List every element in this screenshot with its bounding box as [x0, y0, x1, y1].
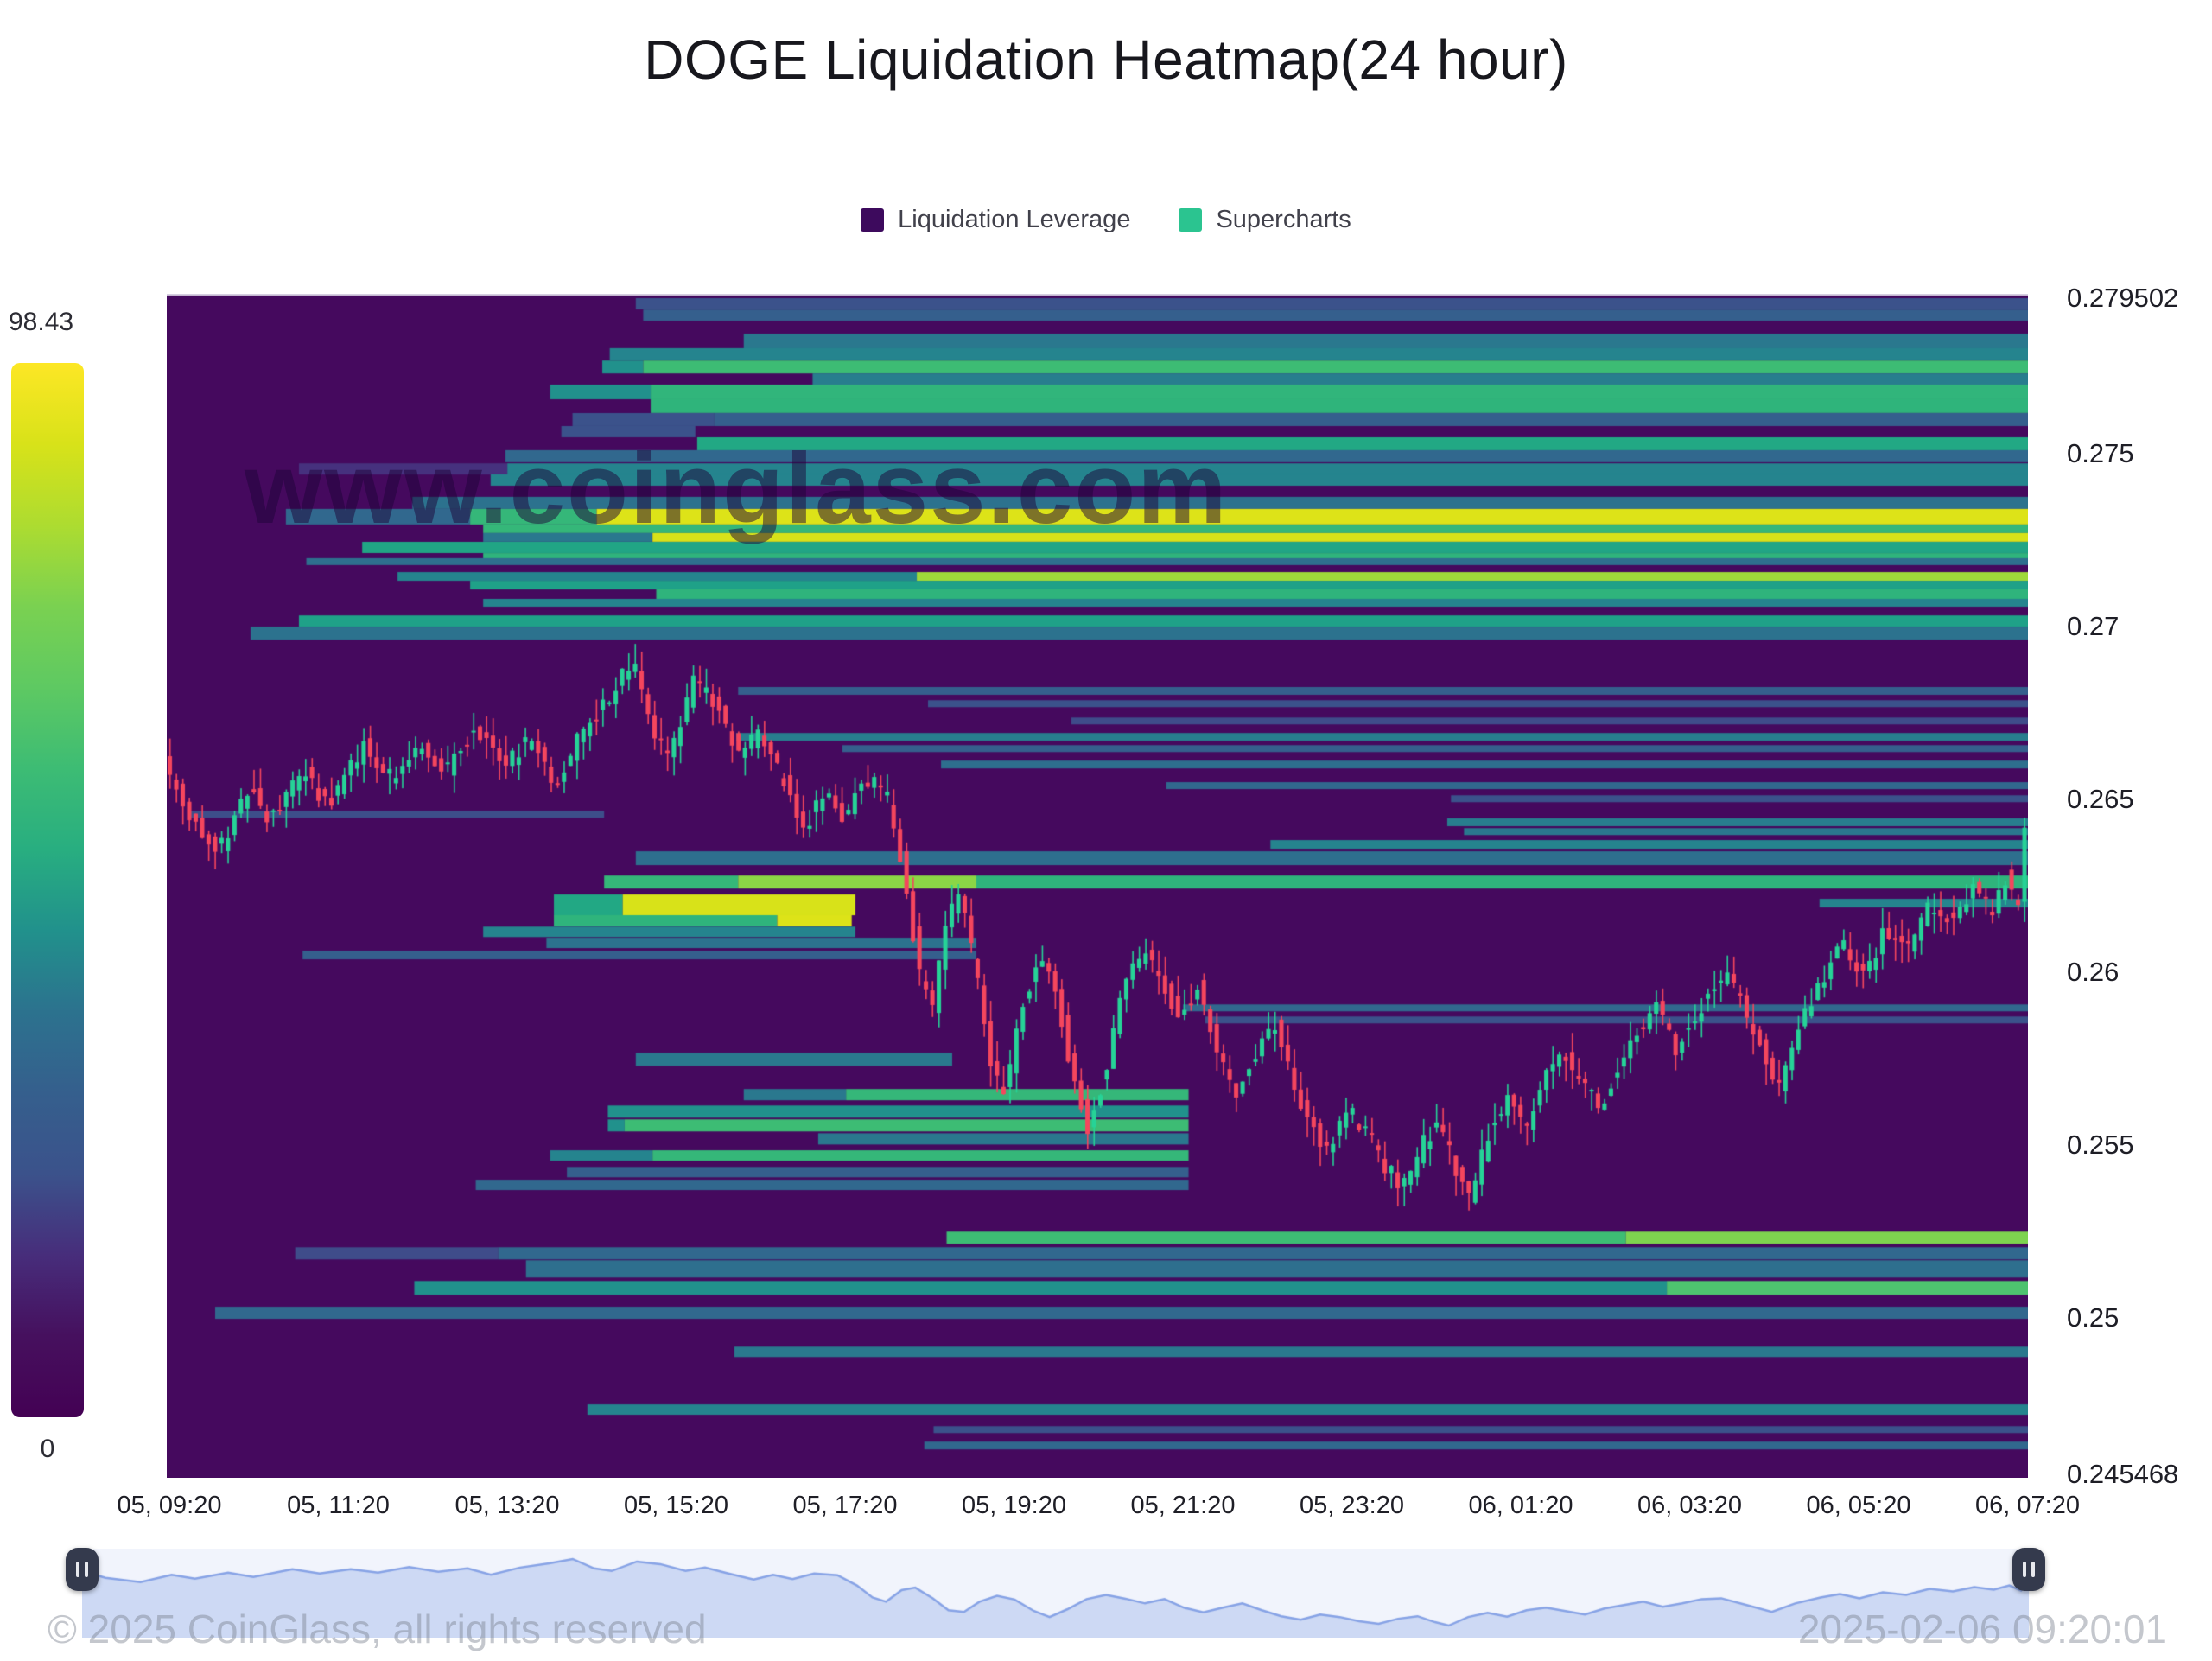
navigator-right-handle[interactable]	[2012, 1548, 2045, 1591]
x-axis-label: 05, 11:20	[287, 1492, 390, 1519]
colorbar-gradient	[11, 363, 84, 1417]
y-axis-label: 0.275	[2067, 438, 2134, 469]
x-axis-label: 05, 15:20	[624, 1492, 728, 1519]
y-axis-label: 0.26	[2067, 957, 2120, 988]
legend-label: Liquidation Leverage	[898, 206, 1131, 233]
legend-swatch-icon	[861, 208, 885, 232]
chart-legend: Liquidation Leverage Supercharts	[0, 206, 2212, 234]
pause-icon	[2031, 1562, 2035, 1577]
heatmap-canvas[interactable]	[167, 294, 2028, 1478]
legend-item-0[interactable]: Liquidation Leverage	[861, 206, 1130, 234]
legend-label: Supercharts	[1216, 206, 1351, 233]
y-axis-label: 0.279502	[2067, 283, 2179, 313]
y-axis-label: 0.255	[2067, 1130, 2134, 1161]
x-axis-label: 05, 13:20	[454, 1492, 560, 1519]
legend-swatch-icon	[1179, 208, 1203, 232]
x-axis-label: 05, 19:20	[962, 1492, 1066, 1519]
x-axis-label: 05, 09:20	[117, 1492, 222, 1519]
y-axis-label: 0.265	[2067, 784, 2134, 815]
navigator-left-handle[interactable]	[66, 1548, 99, 1591]
y-axis-label: 0.27	[2067, 611, 2120, 642]
x-axis-label: 06, 07:20	[1975, 1492, 2080, 1519]
colorbar-max-label: 98.43	[9, 308, 74, 336]
x-axis-label: 05, 21:20	[1130, 1492, 1236, 1519]
x-axis-label: 06, 01:20	[1468, 1492, 1573, 1519]
y-axis-label: 0.245468	[2067, 1459, 2179, 1490]
x-axis-label: 05, 23:20	[1300, 1492, 1404, 1519]
colorbar-min-label: 0	[40, 1435, 55, 1463]
x-axis-label: 06, 03:20	[1637, 1492, 1742, 1519]
pause-icon	[76, 1562, 79, 1577]
x-axis-label: 06, 05:20	[1806, 1492, 1911, 1519]
copyright-text: © 2025 CoinGlass, all rights reserved	[48, 1607, 707, 1651]
y-axis-label: 0.25	[2067, 1302, 2120, 1333]
page-title: DOGE Liquidation Heatmap(24 hour)	[644, 29, 1568, 91]
x-axis-label: 05, 17:20	[792, 1492, 898, 1519]
pause-icon	[2023, 1562, 2026, 1577]
navigator-track[interactable]	[82, 1549, 2029, 1638]
legend-item-1[interactable]: Supercharts	[1179, 206, 1351, 234]
timestamp-text: 2025-02-06 09:20:01	[1797, 1607, 2167, 1651]
pause-icon	[85, 1562, 88, 1577]
